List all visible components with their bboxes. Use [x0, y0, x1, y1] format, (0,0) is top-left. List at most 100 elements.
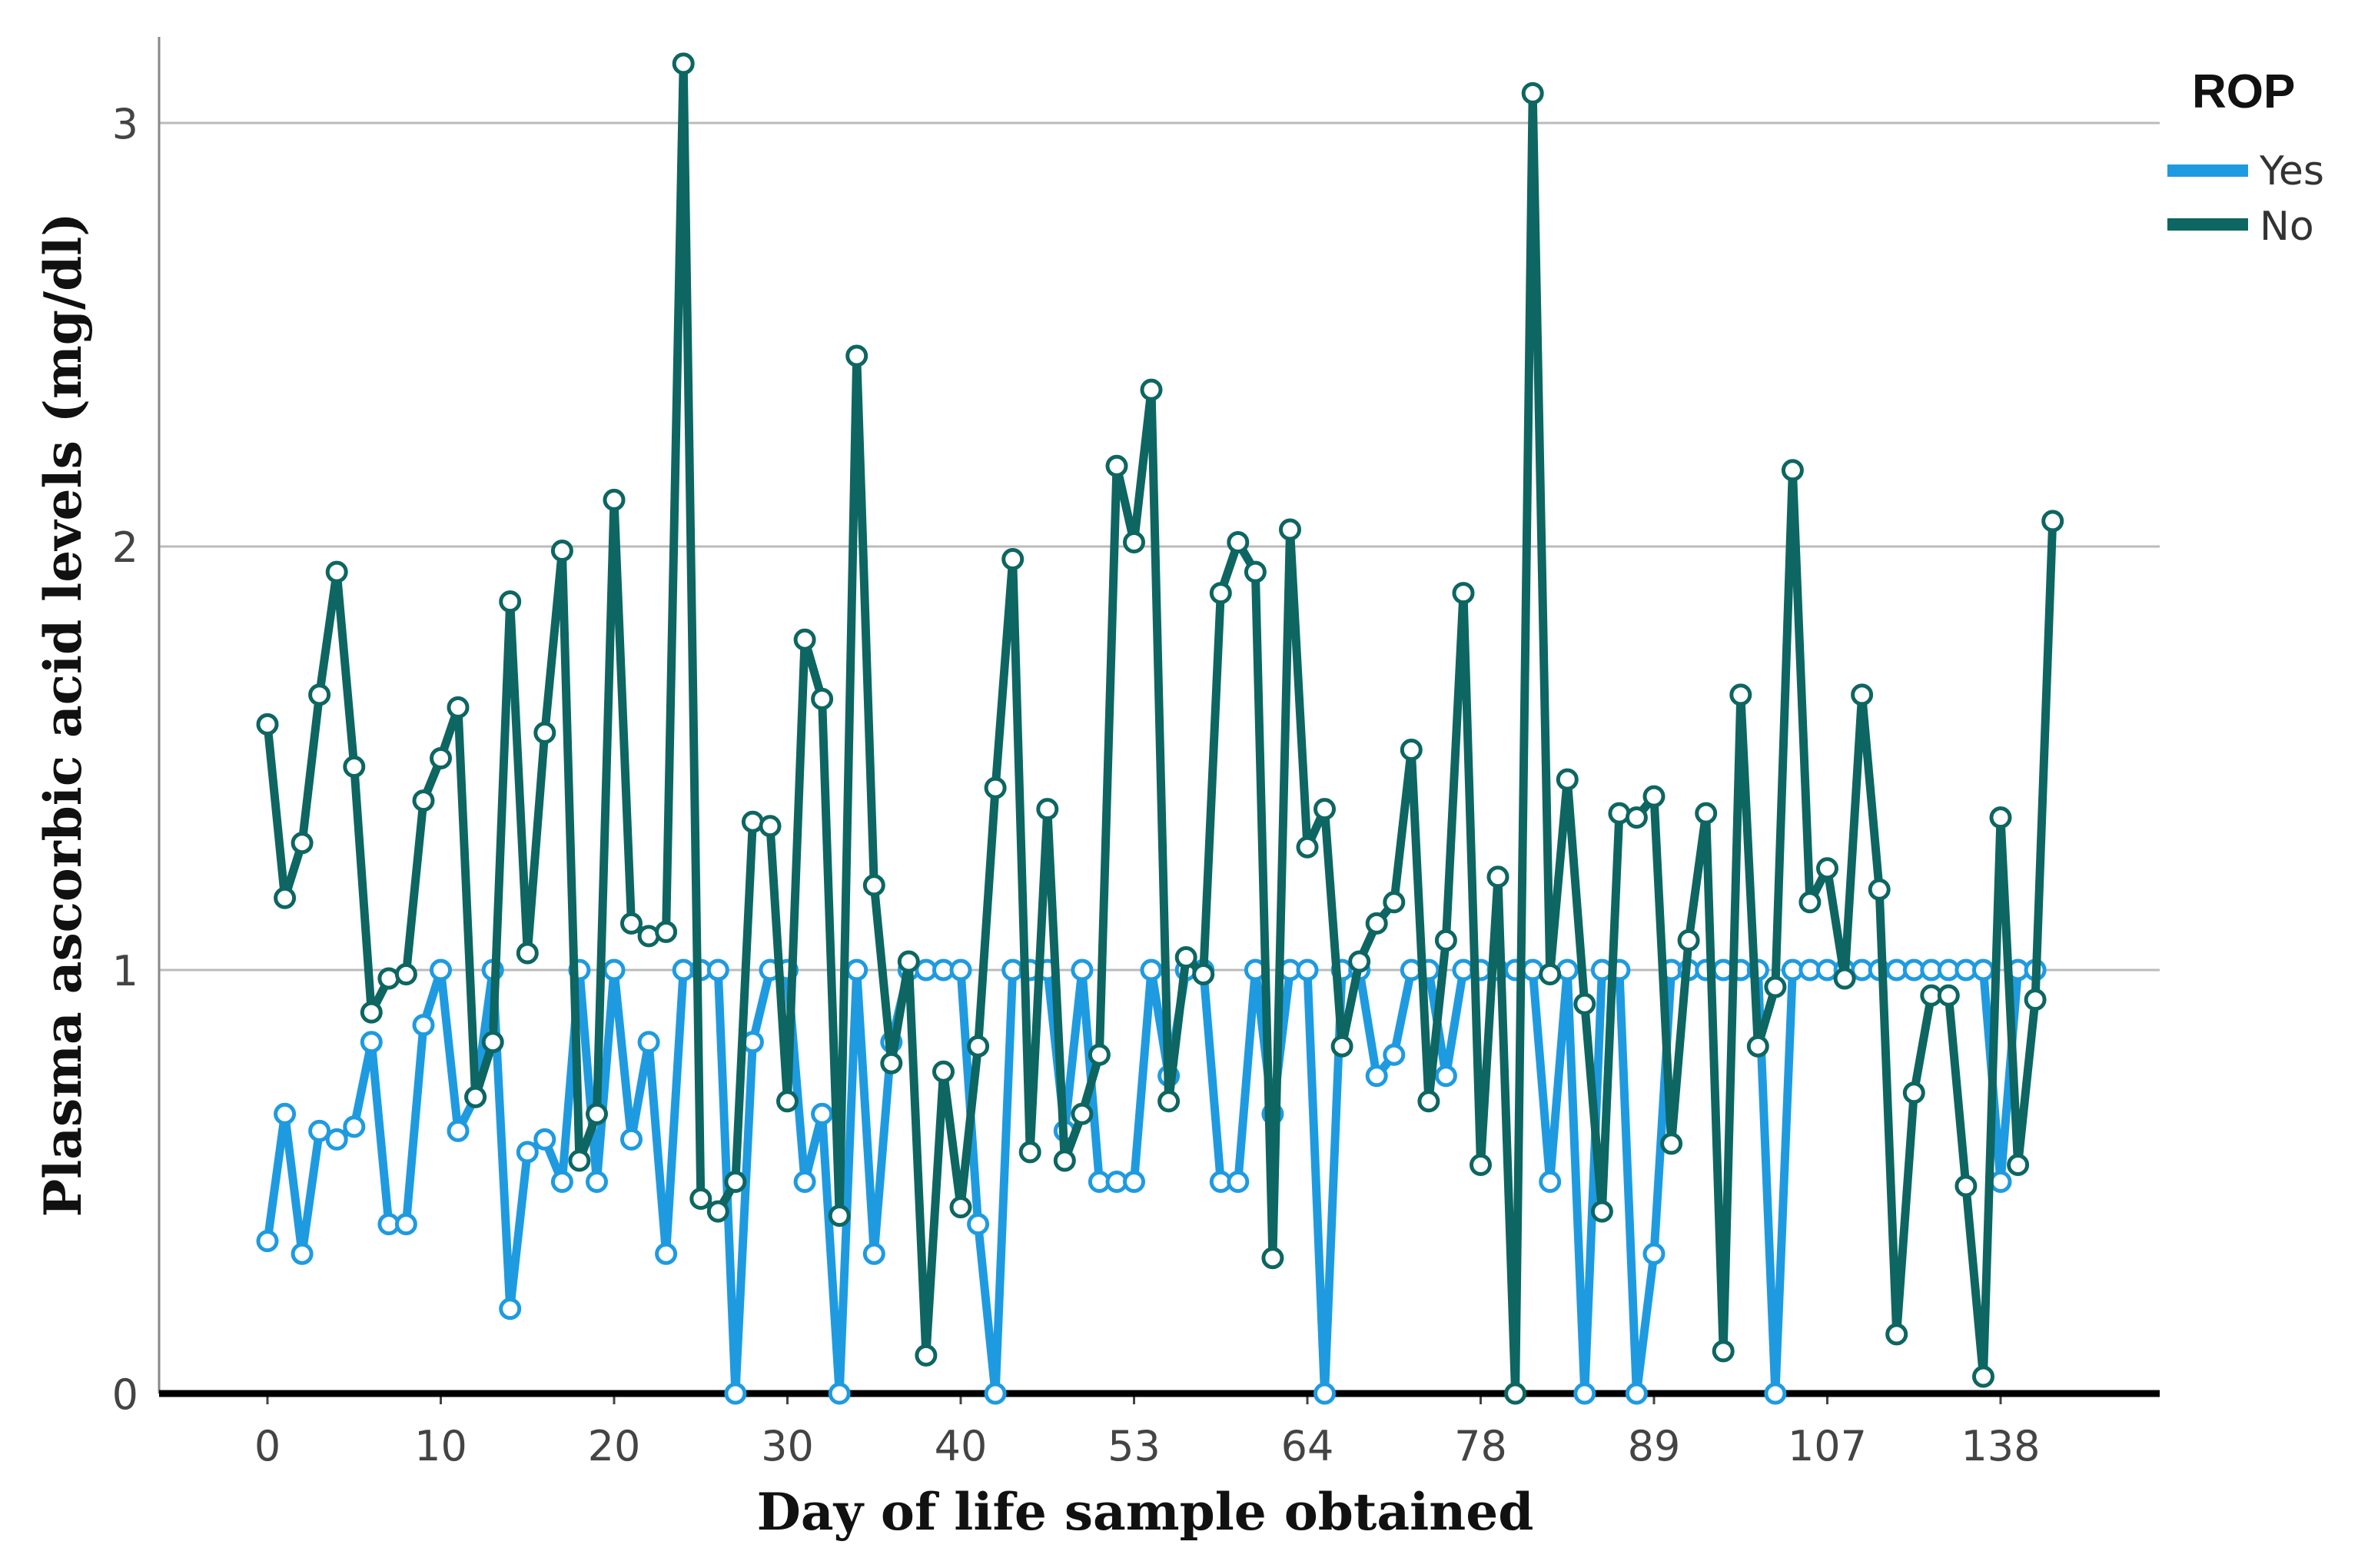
data-point-yes	[1642, 1242, 1666, 1265]
data-point-no	[759, 815, 782, 838]
data-point-no	[1434, 929, 1457, 952]
x-tick-label: 20	[588, 1422, 641, 1470]
data-point-yes	[1625, 1382, 1648, 1405]
data-point-yes	[1434, 1065, 1457, 1088]
data-point-yes	[984, 1382, 1007, 1405]
data-point-yes	[1071, 958, 1094, 982]
data-point-no	[256, 713, 279, 736]
data-point-no	[706, 1200, 729, 1223]
data-point-no	[880, 1051, 903, 1075]
data-point-no	[1833, 967, 1856, 990]
data-point-yes	[724, 1382, 747, 1405]
data-point-no	[550, 540, 573, 562]
data-point-no	[1660, 1132, 1683, 1155]
data-point-no	[464, 1085, 487, 1108]
data-point-no	[1746, 1035, 1769, 1058]
data-point-no	[1383, 891, 1406, 914]
data-point-no	[2007, 1154, 2030, 1176]
x-tick-label: 64	[1281, 1422, 1334, 1470]
data-point-no	[1071, 1102, 1094, 1125]
data-point-no	[1417, 1090, 1440, 1113]
data-point-no	[1798, 891, 1822, 914]
data-point-no	[1001, 548, 1025, 570]
data-point-yes	[655, 1242, 678, 1265]
data-point-yes	[637, 1031, 660, 1054]
data-point-yes	[1539, 1171, 1562, 1193]
legend-label-no: No	[2260, 204, 2314, 250]
data-point-no	[1885, 1323, 1908, 1346]
y-tick-label: 2	[112, 523, 138, 572]
data-point-no	[776, 1090, 799, 1113]
data-point-no	[603, 488, 626, 511]
data-point-no	[1556, 768, 1579, 791]
data-point-no	[325, 560, 348, 583]
data-point-no	[1279, 518, 1301, 541]
data-point-no	[672, 52, 695, 75]
data-point-no	[291, 832, 314, 855]
data-point-no	[1192, 963, 1215, 985]
data-point-no	[516, 942, 539, 965]
x-tick-label: 78	[1454, 1422, 1507, 1470]
data-point-yes	[447, 1119, 470, 1142]
data-point-no	[1504, 1382, 1527, 1405]
data-point-no	[915, 1344, 938, 1367]
data-point-yes	[811, 1102, 834, 1125]
data-point-yes	[1972, 958, 1994, 982]
data-point-no	[1400, 739, 1423, 761]
x-tick-label: 138	[1961, 1422, 2040, 1470]
y-axis-title: Plasma ascorbic acid levels (mg/dl)	[33, 212, 93, 1217]
data-point-no	[1348, 950, 1371, 973]
data-point-yes	[550, 1171, 573, 1193]
data-point-yes	[274, 1102, 297, 1125]
data-point-no	[1157, 1090, 1181, 1113]
data-point-no	[533, 721, 556, 744]
data-point-no	[1851, 683, 1874, 706]
data-point-no	[967, 1035, 990, 1058]
data-point-yes	[862, 1242, 885, 1265]
data-point-yes	[1123, 1171, 1145, 1193]
data-point-no	[862, 874, 885, 897]
data-point-yes	[325, 1128, 348, 1151]
data-point-yes	[967, 1213, 990, 1236]
data-point-no	[1972, 1365, 1994, 1388]
x-tick-label: 89	[1628, 1422, 1681, 1470]
data-point-no	[586, 1102, 608, 1125]
y-tick-labels: 0 1 2 3	[112, 100, 138, 1419]
data-point-no	[1677, 929, 1700, 952]
data-point-no	[430, 747, 452, 769]
data-point-no	[1937, 984, 1960, 1007]
data-point-no	[274, 886, 297, 909]
data-point-no	[343, 756, 366, 778]
data-point-no	[1729, 683, 1752, 706]
data-point-no	[811, 687, 834, 710]
x-tick-label: 40	[935, 1422, 988, 1470]
data-point-no	[1330, 1035, 1353, 1058]
data-point-yes	[430, 958, 452, 982]
data-point-no	[360, 1001, 383, 1024]
data-point-yes	[533, 1128, 556, 1151]
data-point-no	[499, 590, 522, 613]
x-tick-labels: 0 10 20 30 40 53 64 78 89 107 138	[254, 1394, 2041, 1470]
data-point-yes	[845, 958, 868, 982]
data-point-no	[1314, 798, 1336, 821]
data-point-no	[655, 920, 678, 943]
data-point-no	[2041, 510, 2064, 533]
data-point-no	[1244, 560, 1267, 583]
data-point-no	[1781, 459, 1804, 482]
x-tick-label: 30	[761, 1422, 814, 1470]
data-point-yes	[343, 1115, 366, 1138]
data-point-no	[1573, 992, 1596, 1015]
data-point-yes	[1365, 1065, 1388, 1088]
data-point-yes	[620, 1128, 643, 1151]
data-point-no	[1053, 1149, 1076, 1172]
data-point-yes	[291, 1242, 314, 1265]
data-point-no	[1539, 963, 1562, 985]
data-point-no	[828, 1204, 851, 1227]
x-tick-label: 107	[1788, 1422, 1867, 1470]
data-point-no	[1470, 1154, 1492, 1176]
data-point-yes	[1383, 1043, 1406, 1066]
data-point-yes	[499, 1297, 522, 1321]
data-point-no	[481, 1031, 504, 1054]
data-point-no	[724, 1171, 747, 1193]
